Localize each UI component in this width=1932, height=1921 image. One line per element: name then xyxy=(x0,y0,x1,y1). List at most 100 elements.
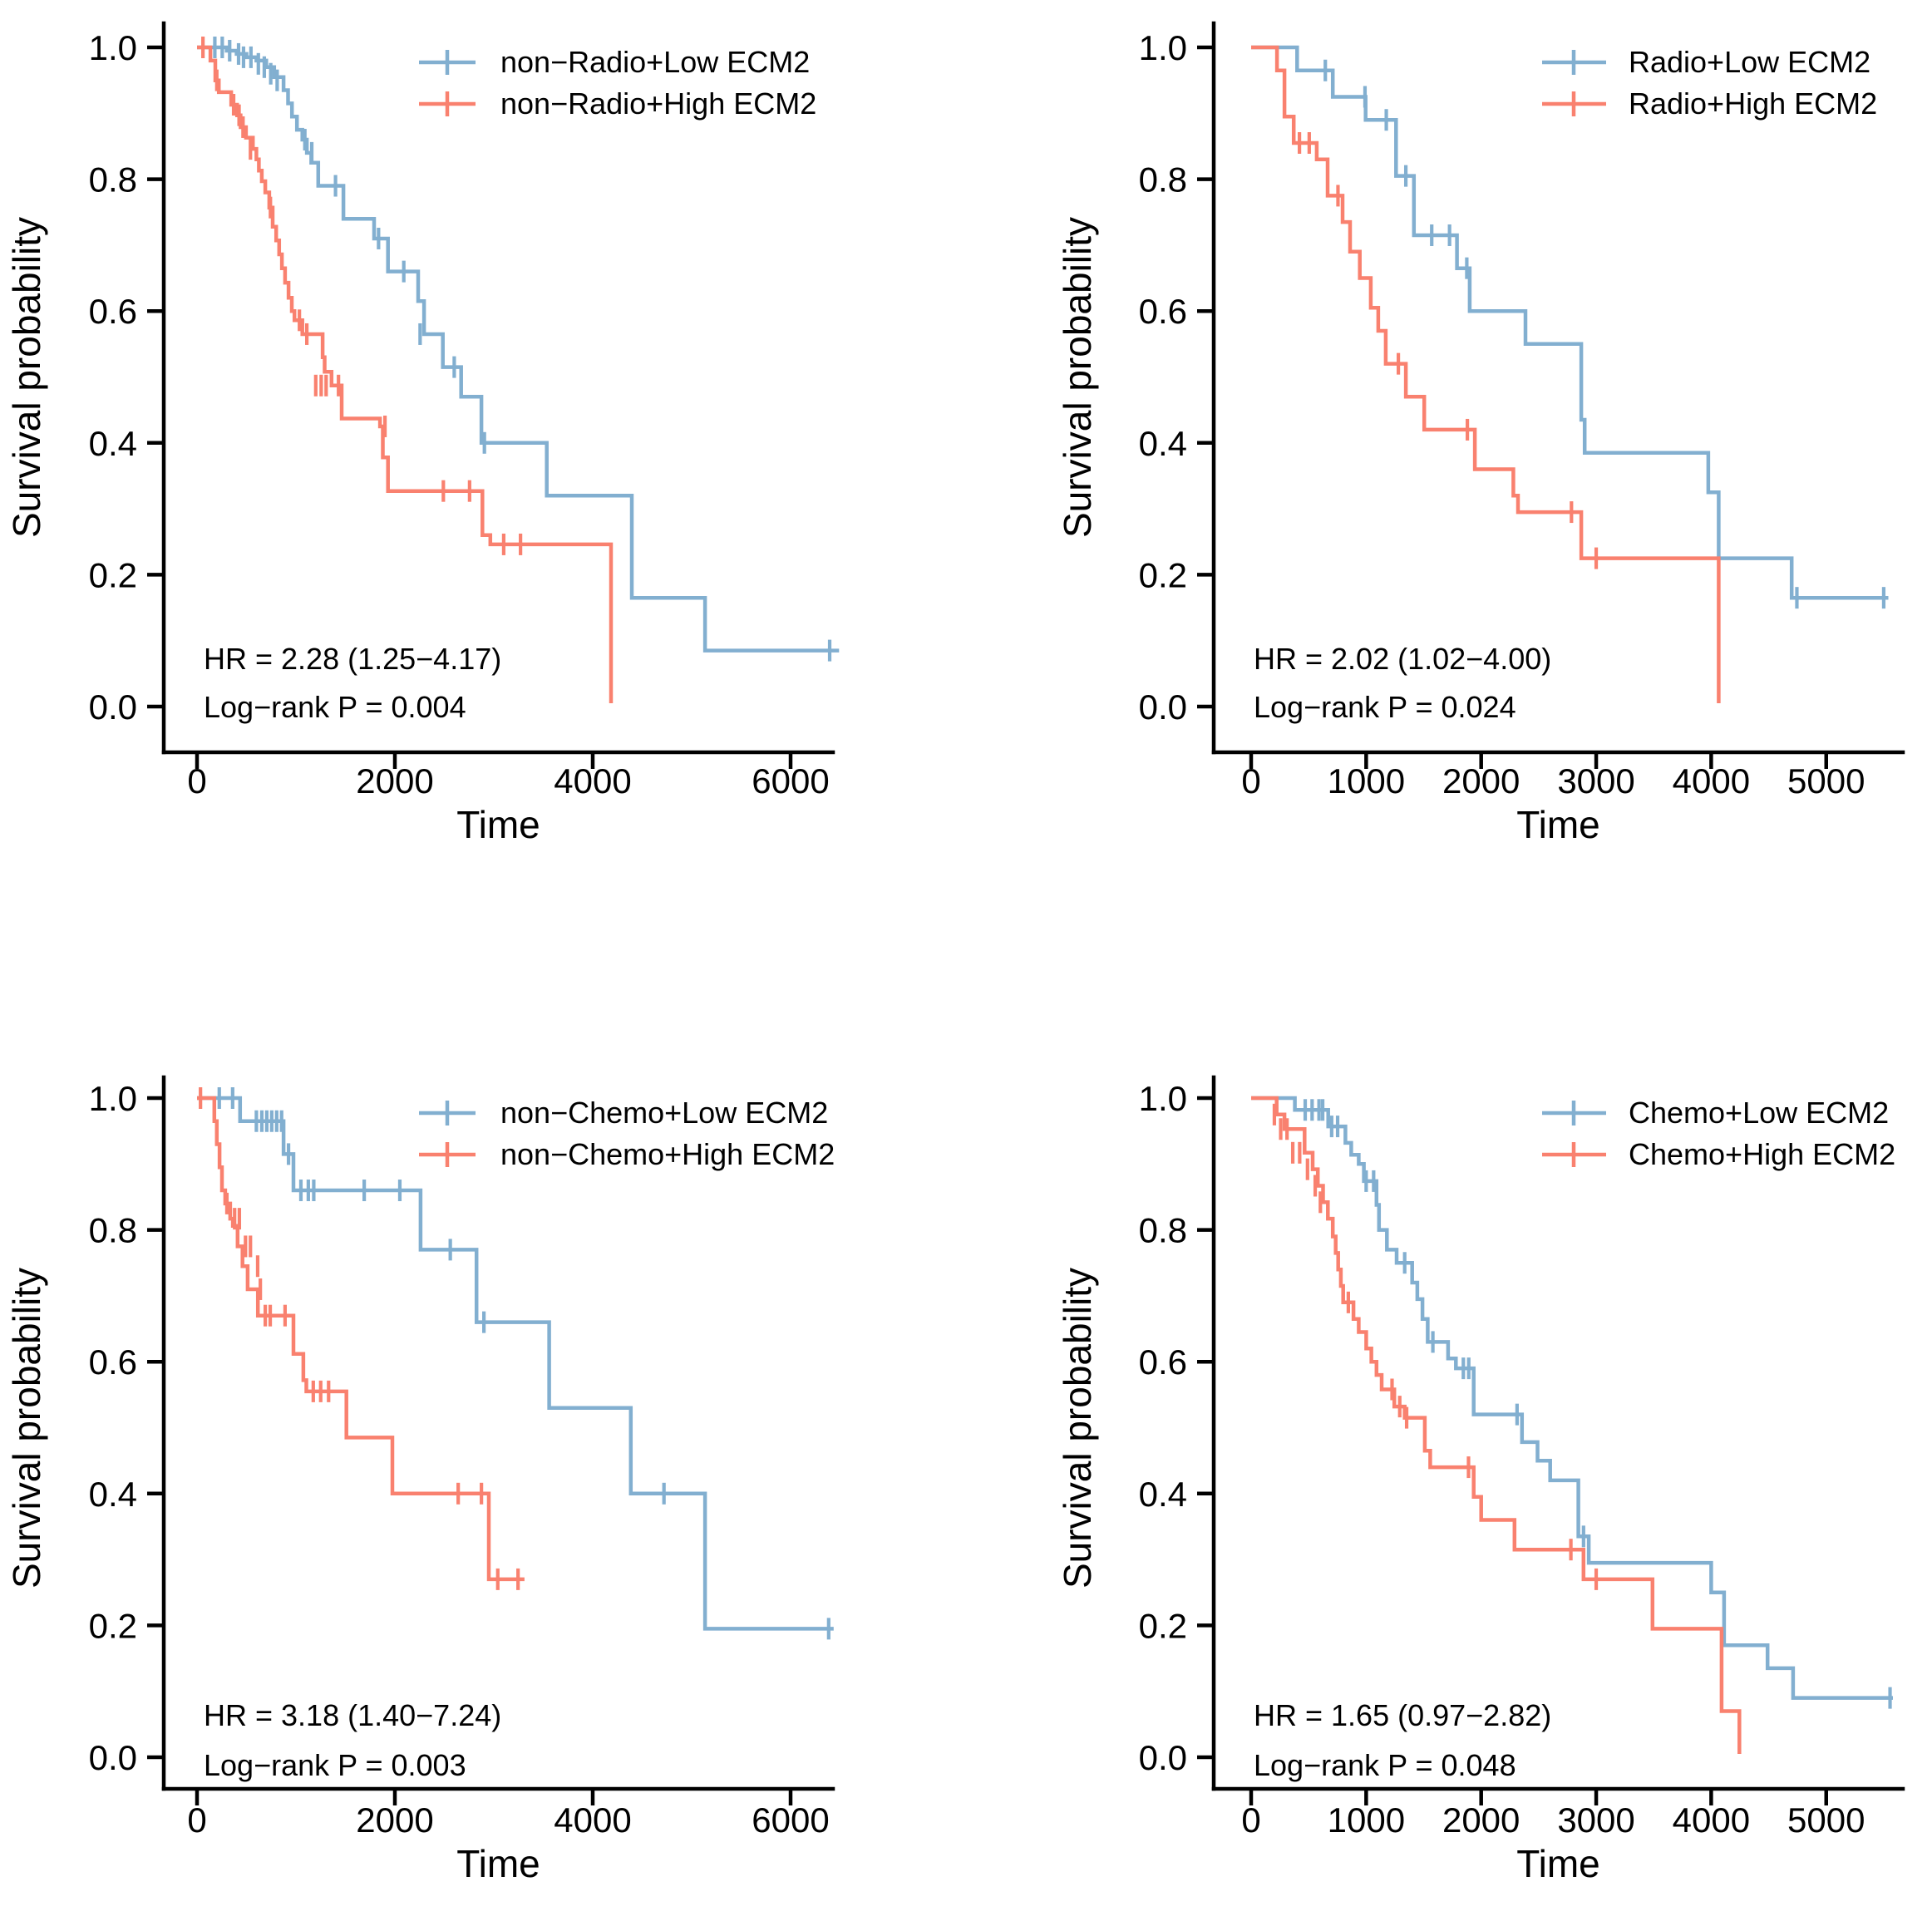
legend-label: Radio+Low ECM2 xyxy=(1629,45,1870,79)
panel-chemo: 0 1000 2000 3000 4000 5000 0.0 0.2 0.4 0.6 0.8 1.0 T… xyxy=(966,961,1932,1921)
panel-radio: 0 1000 2000 3000 4000 5000 0.0 0.2 0.4 0.6 0.8 1.0 T… xyxy=(966,0,1932,961)
survival-curve-high-ecm2 xyxy=(197,45,614,703)
legend-label: Radio+High ECM2 xyxy=(1629,86,1877,121)
x-tick-label: 5000 xyxy=(1787,761,1865,800)
panel-non-radio: 0 2000 4000 6000 0.0 0.2 0.4 0.6 0.8 1.0 Time Survi… xyxy=(0,0,966,961)
x-tick-label: 3000 xyxy=(1557,761,1634,800)
y-tick-label: 0.8 xyxy=(89,160,137,199)
y-axis-title: Survival probability xyxy=(5,217,48,538)
x-axis-title: Time xyxy=(456,1842,540,1885)
survival-curve-high-ecm2 xyxy=(1251,1096,1742,1754)
x-tick-label: 4000 xyxy=(554,761,631,800)
x-tick-label: 3000 xyxy=(1557,1800,1634,1840)
y-tick-label: 0.2 xyxy=(89,555,137,594)
y-tick-label: 0.6 xyxy=(1139,292,1187,331)
legend-label: non−Radio+Low ECM2 xyxy=(500,45,810,79)
km-series-high xyxy=(1251,45,1721,703)
legend-label: non−Chemo+Low ECM2 xyxy=(500,1096,828,1130)
y-tick-label: 0.0 xyxy=(1139,1738,1187,1777)
logrank-p-text: Log−rank P = 0.024 xyxy=(1254,690,1516,724)
y-axis-title: Survival probability xyxy=(5,1268,48,1589)
survival-curve-high-ecm2 xyxy=(1251,45,1721,703)
survival-curve-low-ecm2 xyxy=(1251,45,1889,600)
x-tick-label: 1000 xyxy=(1328,1800,1405,1840)
y-tick-label: 0.0 xyxy=(89,687,137,727)
y-tick-label: 1.0 xyxy=(1139,28,1187,67)
km-series-high xyxy=(197,1087,525,1590)
y-tick-label: 0.2 xyxy=(1139,555,1187,594)
x-tick-label: 2000 xyxy=(356,761,433,800)
y-tick-label: 0.6 xyxy=(89,1342,137,1382)
x-tick-label: 0 xyxy=(187,1800,206,1840)
x-axis-title: Time xyxy=(1516,803,1600,846)
y-axis-title: Survival probability xyxy=(1056,1268,1099,1589)
y-tick-label: 1.0 xyxy=(1139,1079,1187,1118)
x-tick-label: 2000 xyxy=(356,1800,433,1840)
hazard-ratio-text: HR = 1.65 (0.97−2.82) xyxy=(1254,1698,1551,1732)
y-tick-label: 0.2 xyxy=(89,1606,137,1645)
x-tick-label: 4000 xyxy=(1673,1800,1750,1840)
axes: 0 1000 2000 3000 4000 5000 0.0 0.2 0.4 0.6 0.8 1.0 xyxy=(1139,21,1905,800)
km-plot-non-chemo: 0 2000 4000 6000 0.0 0.2 0.4 0.6 0.8 1.0 Time Survi… xyxy=(5,1075,835,1885)
km-series-low xyxy=(197,37,840,662)
survival-curve-low-ecm2 xyxy=(197,1096,834,1631)
km-series-low xyxy=(1251,1096,1893,1709)
survival-curve-low-ecm2 xyxy=(197,45,840,653)
y-tick-label: 0.4 xyxy=(1139,424,1187,463)
x-axis-title: Time xyxy=(1516,1842,1600,1885)
x-axis-title: Time xyxy=(456,803,540,846)
panel-non-chemo: 0 2000 4000 6000 0.0 0.2 0.4 0.6 0.8 1.0 Time Survi… xyxy=(0,961,966,1921)
km-series-low xyxy=(1251,45,1889,609)
x-tick-label: 1000 xyxy=(1328,761,1405,800)
km-series-high xyxy=(1251,1096,1742,1754)
hazard-ratio-text: HR = 2.02 (1.02−4.00) xyxy=(1254,642,1551,676)
x-tick-label: 0 xyxy=(1241,761,1260,800)
hazard-ratio-text: HR = 3.18 (1.40−7.24) xyxy=(204,1698,501,1732)
legend-label: Chemo+Low ECM2 xyxy=(1629,1096,1889,1130)
y-axis-title: Survival probability xyxy=(1056,217,1099,538)
legend-label: Chemo+High ECM2 xyxy=(1629,1137,1895,1171)
y-tick-label: 0.0 xyxy=(1139,687,1187,727)
km-series-high xyxy=(197,37,614,703)
logrank-p-text: Log−rank P = 0.048 xyxy=(1254,1748,1516,1782)
x-tick-label: 0 xyxy=(1241,1800,1260,1840)
legend: non−Radio+Low ECM2 non−Radio+High ECM2 xyxy=(419,45,816,121)
axes: 0 1000 2000 3000 4000 5000 0.0 0.2 0.4 0.6 0.8 1.0 xyxy=(1139,1075,1905,1840)
km-plot-non-radio: 0 2000 4000 6000 0.0 0.2 0.4 0.6 0.8 1.0 Time Survi… xyxy=(5,21,840,846)
x-tick-label: 2000 xyxy=(1442,761,1520,800)
y-tick-label: 0.6 xyxy=(1139,1342,1187,1382)
legend-label: non−Radio+High ECM2 xyxy=(500,86,816,121)
logrank-p-text: Log−rank P = 0.004 xyxy=(204,690,466,724)
legend: Radio+Low ECM2 Radio+High ECM2 xyxy=(1542,45,1877,121)
axes: 0 2000 4000 6000 0.0 0.2 0.4 0.6 0.8 1.0 xyxy=(89,21,835,800)
y-tick-label: 0.8 xyxy=(1139,160,1187,199)
y-tick-label: 0.8 xyxy=(1139,1211,1187,1250)
hazard-ratio-text: HR = 2.28 (1.25−4.17) xyxy=(204,642,501,676)
x-tick-label: 6000 xyxy=(752,761,829,800)
logrank-p-text: Log−rank P = 0.003 xyxy=(204,1748,466,1782)
survival-curve-low-ecm2 xyxy=(1251,1096,1893,1700)
x-tick-label: 6000 xyxy=(752,1800,829,1840)
y-tick-label: 0.4 xyxy=(89,424,137,463)
y-tick-label: 0.4 xyxy=(1139,1475,1187,1514)
y-tick-label: 1.0 xyxy=(89,1079,137,1118)
km-plot-chemo: 0 1000 2000 3000 4000 5000 0.0 0.2 0.4 0.6 0.8 1.0 T… xyxy=(1056,1075,1905,1885)
x-tick-label: 5000 xyxy=(1787,1800,1865,1840)
y-tick-label: 1.0 xyxy=(89,28,137,67)
x-tick-label: 4000 xyxy=(554,1800,631,1840)
km-plot-radio: 0 1000 2000 3000 4000 5000 0.0 0.2 0.4 0.6 0.8 1.0 T… xyxy=(1056,21,1905,846)
y-tick-label: 0.6 xyxy=(89,292,137,331)
legend-label: non−Chemo+High ECM2 xyxy=(500,1137,835,1171)
legend: non−Chemo+Low ECM2 non−Chemo+High ECM2 xyxy=(419,1096,835,1171)
legend: Chemo+Low ECM2 Chemo+High ECM2 xyxy=(1542,1096,1895,1171)
y-tick-label: 0.2 xyxy=(1139,1606,1187,1645)
y-tick-label: 0.0 xyxy=(89,1738,137,1777)
y-tick-label: 0.8 xyxy=(89,1211,137,1250)
km-series-low xyxy=(197,1087,834,1640)
x-tick-label: 0 xyxy=(187,761,206,800)
x-tick-label: 4000 xyxy=(1673,761,1750,800)
x-tick-label: 2000 xyxy=(1442,1800,1520,1840)
y-tick-label: 0.4 xyxy=(89,1475,137,1514)
survival-curve-high-ecm2 xyxy=(197,1096,525,1582)
